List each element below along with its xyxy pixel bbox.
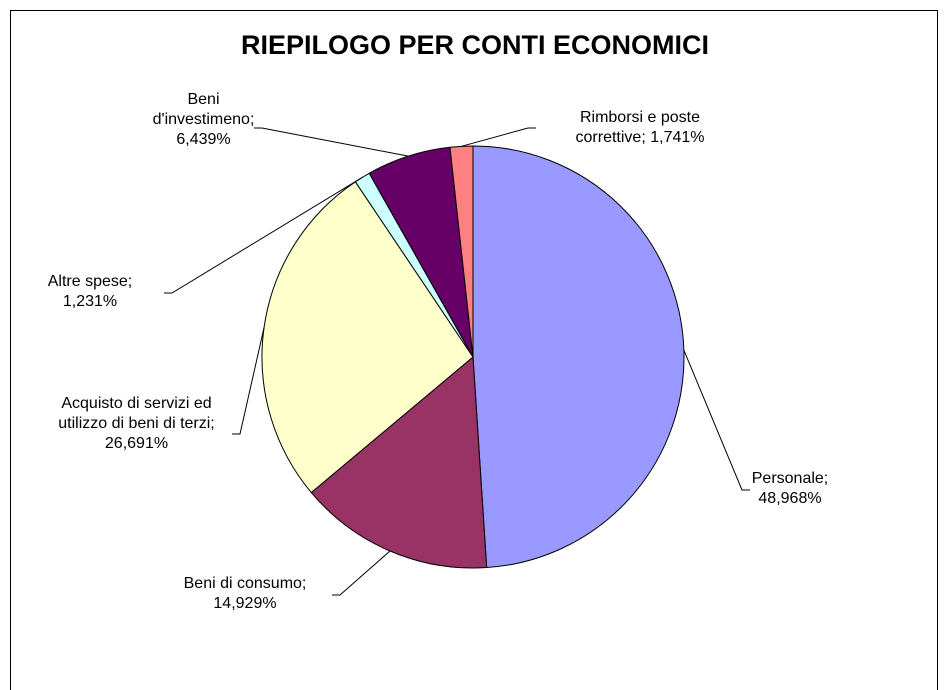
category-label: Rimborsi e poste correttive; xyxy=(575,109,701,146)
value-label: 1,231% xyxy=(62,293,118,310)
leader-line xyxy=(461,127,536,147)
pie-slice xyxy=(310,355,488,569)
category-label: Personale; xyxy=(751,470,829,487)
value-label: 14,929% xyxy=(213,595,277,612)
data-label: Altre spese; 1,231% xyxy=(20,272,160,312)
category-label: Beni d'investimeno; xyxy=(152,91,255,128)
leader-line xyxy=(332,550,391,596)
value-label: 6,439% xyxy=(176,131,231,148)
data-label: Beni di consumo; 14,929% xyxy=(155,574,335,614)
leader-line xyxy=(683,349,750,491)
category-label: Beni di consumo; xyxy=(183,575,307,592)
pie-slice xyxy=(472,145,685,569)
data-label: Acquisto di servizi ed utilizzo di beni … xyxy=(44,394,229,454)
pie-slice xyxy=(449,145,474,358)
data-label: Rimborsi e poste correttive; 1,741% xyxy=(560,108,720,148)
chart-title: RIEPILOGO PER CONTI ECONOMICI xyxy=(240,30,710,60)
data-label: Personale; 48,968% xyxy=(730,469,850,509)
value-label: 1,741% xyxy=(650,129,705,146)
data-label: Beni d'investimeno; 6,439% xyxy=(146,90,261,150)
leader-line xyxy=(164,176,363,294)
leader-line xyxy=(232,327,265,435)
leader-line xyxy=(254,127,409,157)
category-label: Acquisto di servizi ed utilizzo di beni … xyxy=(58,395,215,432)
category-label: Altre spese; xyxy=(47,273,133,290)
chart-frame xyxy=(10,10,938,690)
value-label: 26,691% xyxy=(104,435,169,452)
value-label: 48,968% xyxy=(758,490,822,507)
pie-slice xyxy=(261,181,474,494)
